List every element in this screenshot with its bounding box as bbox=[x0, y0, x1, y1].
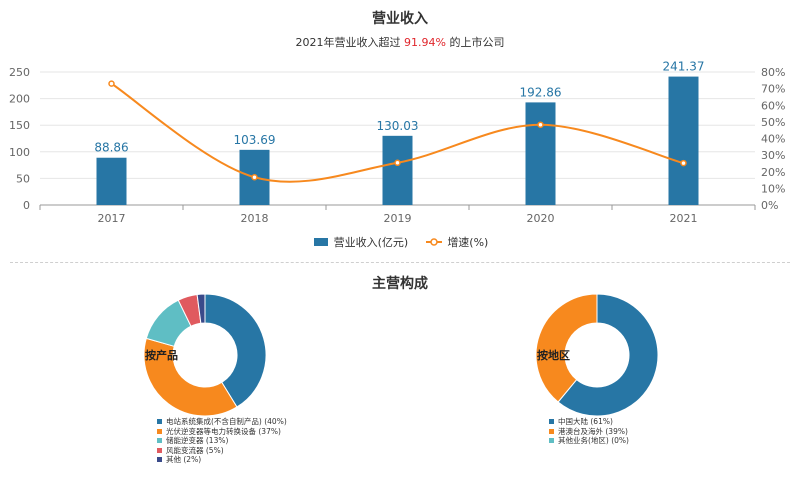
growth-point bbox=[394, 159, 401, 167]
pie-legend-item[interactable]: 港澳台及海外 (39%) bbox=[549, 427, 629, 437]
bar-value-label: 88.86 bbox=[94, 141, 128, 155]
growth-point bbox=[251, 173, 258, 181]
y-left-tick-label: 100 bbox=[9, 146, 30, 159]
pie-legend-swatch bbox=[157, 457, 162, 463]
pie-legend-item[interactable]: 其他业务(地区) (0%) bbox=[549, 436, 629, 446]
revenue-bar bbox=[96, 157, 127, 205]
revenue-combo-chart: 0 50 100 150 200 250 0% 10% 20% 30% 40% 50% 60% 70% 80… bbox=[9, 60, 785, 225]
section-divider bbox=[10, 262, 790, 263]
revenue-bar bbox=[382, 135, 413, 205]
product-legend: 电站系统集成(不含自制产品) (40%) 光伏逆变器等电力转换设备 (37%) 储能… bbox=[157, 417, 287, 465]
donut-slice bbox=[557, 293, 659, 417]
pie-legend-swatch bbox=[157, 447, 162, 453]
legend-label-revenue: 营业收入(亿元) bbox=[333, 236, 409, 249]
y-right-tick-label: 40% bbox=[761, 133, 785, 146]
pie-legend-swatch bbox=[549, 419, 554, 425]
legend-bar-swatch bbox=[313, 238, 328, 246]
y-right-tick-label: 0% bbox=[761, 199, 778, 212]
chart-legend: 营业收入(亿元) 增速(%) bbox=[0, 232, 800, 251]
legend-item-growth[interactable]: 增速(%) bbox=[425, 234, 488, 250]
revenue-bar bbox=[668, 76, 699, 206]
bar-value-label: 103.69 bbox=[234, 133, 276, 147]
donut-center-label: 按产品 bbox=[145, 348, 178, 362]
pie-legend-label: 其他业务(地区) (0%) bbox=[558, 436, 629, 445]
composition-title: 主营构成 bbox=[372, 276, 428, 292]
y-left-tick-label: 0 bbox=[23, 199, 30, 212]
donut-slice bbox=[196, 293, 206, 324]
legend-item-revenue[interactable]: 营业收入(亿元) bbox=[312, 234, 409, 250]
y-left-tick-label: 50 bbox=[16, 172, 30, 185]
y-right-tick-label: 30% bbox=[761, 149, 785, 162]
pie-legend-item[interactable]: 电站系统集成(不含自制产品) (40%) bbox=[157, 417, 287, 427]
y-left-tick-label: 200 bbox=[9, 93, 30, 106]
subtitle-highlight: 91.94% bbox=[404, 36, 446, 49]
y-left-tick-label: 250 bbox=[9, 66, 30, 79]
growth-point bbox=[108, 80, 115, 87]
donut-center-label: 按地区 bbox=[537, 348, 570, 362]
pie-legend-swatch bbox=[549, 428, 554, 434]
pie-legend-label: 储能逆变器 (13%) bbox=[166, 436, 229, 445]
x-tick-label: 2018 bbox=[241, 212, 269, 225]
y-right-tick-label: 10% bbox=[761, 182, 785, 195]
subtitle-prefix: 2021年营业收入超过 bbox=[295, 36, 401, 49]
y-right-tick-label: 20% bbox=[761, 166, 785, 179]
product-donut-chart: 按产品 bbox=[143, 293, 267, 417]
pie-legend-label: 港澳台及海外 (39%) bbox=[558, 426, 628, 436]
pie-legend-item[interactable]: 风能变流器 (5%) bbox=[157, 446, 287, 456]
region-donut-chart: 按地区 bbox=[535, 293, 659, 417]
bar-value-label: 241.37 bbox=[663, 60, 705, 74]
legend-label-growth: 增速(%) bbox=[447, 236, 489, 249]
x-tick-label: 2020 bbox=[527, 212, 555, 225]
y-right-tick-label: 60% bbox=[761, 99, 785, 112]
chart-title: 营业收入 bbox=[372, 11, 428, 27]
pie-legend-swatch bbox=[157, 428, 162, 434]
pie-legend-label: 其他 (2%) bbox=[166, 455, 202, 464]
chart-subtitle: 2021年营业收入超过 91.94% 的上市公司 bbox=[0, 34, 800, 50]
donut-slice bbox=[535, 293, 598, 403]
region-legend: 中国大陆 (61%) 港澳台及海外 (39%) 其他业务(地区) (0%) bbox=[549, 417, 629, 446]
pie-legend-swatch bbox=[549, 438, 554, 444]
pie-legend-label: 电站系统集成(不含自制产品) (40%) bbox=[166, 417, 287, 426]
pie-legend-label: 中国大陆 (61%) bbox=[558, 417, 613, 426]
pie-legend-label: 风能变流器 (5%) bbox=[166, 445, 224, 455]
pie-legend-swatch bbox=[157, 419, 162, 425]
y-right-tick-label: 80% bbox=[761, 66, 785, 79]
bar-value-label: 192.86 bbox=[520, 85, 562, 99]
pie-legend-item[interactable]: 储能逆变器 (13%) bbox=[157, 436, 287, 446]
revenue-bar bbox=[525, 102, 556, 205]
pie-legend-item[interactable]: 光伏逆变器等电力转换设备 (37%) bbox=[157, 427, 287, 437]
legend-line-swatch bbox=[426, 238, 443, 246]
pie-legend-label: 光伏逆变器等电力转换设备 (37%) bbox=[166, 426, 281, 436]
donut-slice bbox=[143, 337, 238, 417]
growth-point bbox=[680, 159, 687, 167]
pie-legend-item[interactable]: 其他 (2%) bbox=[157, 455, 287, 465]
x-tick-label: 2021 bbox=[670, 212, 698, 225]
y-right-tick-label: 70% bbox=[761, 83, 785, 96]
y-right-tick-label: 50% bbox=[761, 116, 785, 129]
bar-value-label: 130.03 bbox=[377, 119, 419, 133]
donut-slice bbox=[204, 293, 267, 408]
pie-legend-swatch bbox=[157, 438, 162, 444]
y-left-tick-label: 150 bbox=[9, 119, 30, 132]
x-tick-label: 2017 bbox=[98, 212, 126, 225]
growth-point bbox=[537, 121, 544, 128]
x-tick-label: 2019 bbox=[384, 212, 412, 225]
pie-legend-item[interactable]: 中国大陆 (61%) bbox=[549, 417, 629, 427]
subtitle-suffix: 的上市公司 bbox=[449, 36, 505, 49]
